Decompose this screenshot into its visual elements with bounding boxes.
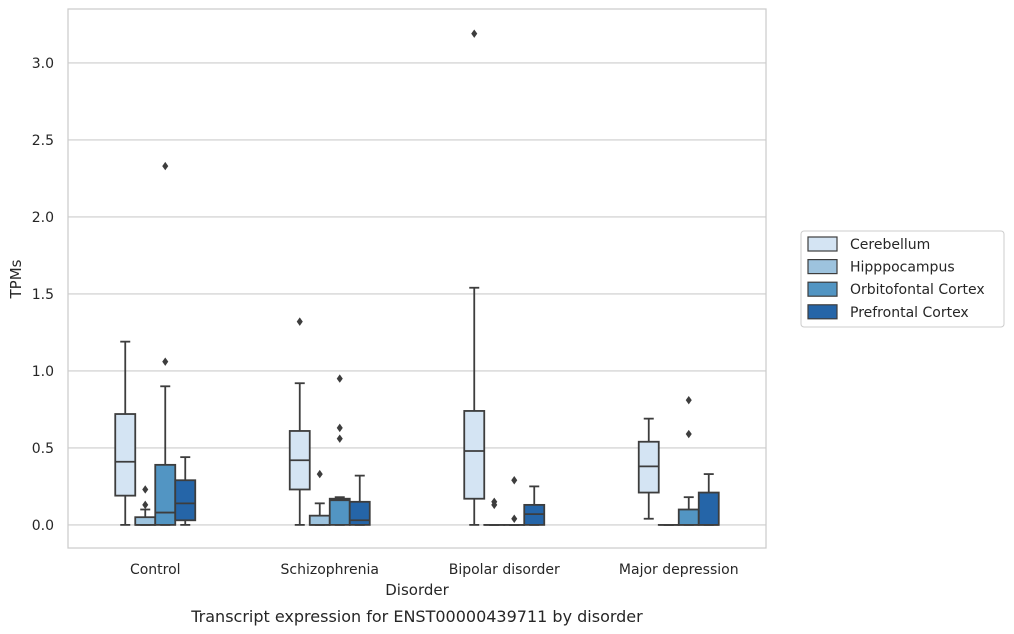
y-tick-label: 2.5 bbox=[32, 133, 54, 149]
box bbox=[348, 474, 371, 526]
legend-swatch bbox=[807, 259, 838, 275]
box bbox=[114, 340, 137, 526]
box bbox=[463, 29, 486, 526]
x-tick-label: Schizophrenia bbox=[281, 562, 379, 578]
box-body bbox=[697, 491, 720, 526]
y-tick-label: 0.5 bbox=[32, 441, 54, 457]
x-tick-label: Major depression bbox=[619, 562, 739, 578]
legend-swatch bbox=[807, 281, 838, 297]
box-body bbox=[114, 413, 137, 497]
outlier-point bbox=[162, 161, 169, 171]
box bbox=[523, 485, 546, 526]
x-tick-label: Control bbox=[130, 562, 181, 578]
outlier-point bbox=[685, 429, 692, 439]
outlier-point bbox=[316, 469, 323, 479]
box bbox=[637, 417, 660, 520]
outlier-point bbox=[471, 29, 478, 38]
y-tick-label: 0.0 bbox=[32, 518, 54, 534]
box-body bbox=[328, 497, 351, 526]
outlier-point bbox=[511, 476, 518, 485]
box-body bbox=[677, 508, 700, 526]
box-body bbox=[134, 516, 157, 526]
box bbox=[154, 161, 177, 526]
outlier-point bbox=[336, 423, 343, 433]
x-axis-label: Disorder bbox=[385, 581, 449, 599]
box bbox=[677, 395, 700, 526]
series-prefrontal-cortex bbox=[174, 456, 720, 526]
series-cerebellum bbox=[114, 29, 660, 526]
chart-caption: Transcript expression for ENST0000043971… bbox=[190, 607, 643, 626]
box-body bbox=[308, 514, 331, 526]
box-body bbox=[463, 410, 486, 500]
outlier-point bbox=[296, 317, 303, 326]
box bbox=[174, 456, 197, 526]
series-hipppocampus bbox=[134, 469, 680, 526]
legend-swatch bbox=[807, 304, 838, 320]
legend-label: Orbitofontal Cortex bbox=[850, 282, 985, 298]
y-tick-label: 2.0 bbox=[32, 210, 54, 226]
y-tick-label: 1.5 bbox=[32, 287, 54, 303]
outlier-point bbox=[162, 357, 169, 366]
box bbox=[134, 485, 157, 526]
y-tick-label: 3.0 bbox=[32, 56, 54, 72]
box-body bbox=[348, 500, 371, 526]
box bbox=[308, 469, 331, 526]
y-tick-label: 1.0 bbox=[32, 364, 54, 380]
legend-swatch bbox=[807, 236, 838, 252]
outlier-point bbox=[336, 374, 343, 383]
legend-frame bbox=[800, 230, 1005, 328]
box-body bbox=[154, 463, 177, 526]
box-groups bbox=[114, 29, 720, 526]
series-orbitofontal-cortex bbox=[154, 161, 700, 526]
legend: Cerebellum Hipppocampus Orbitofontal Corte… bbox=[800, 230, 1005, 328]
legend-label: Cerebellum bbox=[850, 237, 930, 253]
y-tick-labels: 0.0 0.5 1.0 1.5 2.0 2.5 3.0 bbox=[32, 56, 54, 534]
outlier-point bbox=[142, 485, 149, 494]
box bbox=[483, 497, 506, 526]
y-axis-label: TPMs bbox=[7, 259, 25, 299]
outlier-point bbox=[142, 500, 149, 510]
box bbox=[288, 317, 311, 526]
outlier-point bbox=[685, 395, 692, 405]
legend-label: Hipppocampus bbox=[850, 260, 955, 276]
x-tick-label: Bipolar disorder bbox=[449, 562, 560, 578]
outlier-point bbox=[511, 514, 518, 523]
outlier-point bbox=[336, 434, 343, 443]
outlier-point bbox=[491, 497, 498, 506]
x-tick-labels: Control Schizophrenia Bipolar disorder Majo… bbox=[130, 562, 739, 578]
box bbox=[697, 473, 720, 526]
box-body bbox=[174, 479, 197, 522]
legend-label: Prefrontal Cortex bbox=[850, 305, 969, 321]
